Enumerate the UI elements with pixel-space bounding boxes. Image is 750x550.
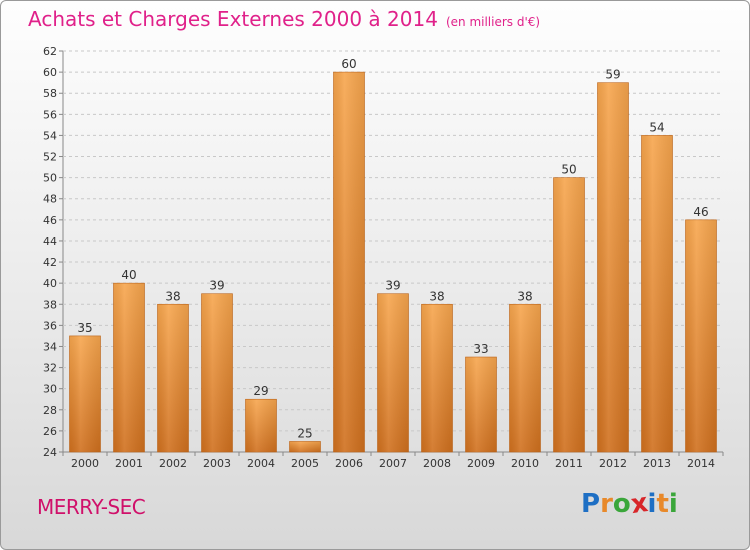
logo-letter: i (647, 489, 657, 519)
logo-letter: o (612, 489, 631, 519)
logo-letter: r (600, 489, 613, 519)
y-tick-label: 44 (43, 235, 57, 248)
x-tick-label: 2013 (643, 457, 671, 470)
y-tick-label: 48 (43, 193, 57, 206)
city-name: MERRY-SEC (37, 495, 146, 519)
data-label: 38 (517, 289, 532, 303)
axis-layer: 24 26 28 30 32 34 36 38 40 42 44 46 48 50 52 54 56 58 60 62… (43, 45, 715, 470)
bar-sheen (553, 177, 585, 452)
bar-sheen (245, 399, 277, 452)
y-tick-label: 32 (43, 362, 57, 375)
logo-letter: P (581, 489, 601, 519)
x-tick-label: 2000 (71, 457, 99, 470)
x-tick-label: 2009 (467, 457, 495, 470)
bar-sheen (157, 304, 189, 452)
x-tick-label: 2006 (335, 457, 363, 470)
y-tick-label: 34 (43, 340, 57, 353)
data-label: 50 (561, 163, 576, 177)
x-tick-label: 2007 (379, 457, 407, 470)
y-tick-label: 36 (43, 319, 57, 332)
y-tick-label: 60 (43, 66, 57, 79)
data-label: 60 (341, 57, 356, 71)
x-tick-label: 2003 (203, 457, 231, 470)
x-tick-label: 2010 (511, 457, 539, 470)
y-tick-label: 50 (43, 172, 57, 185)
bar-sheen (685, 219, 717, 452)
data-label: 38 (429, 289, 444, 303)
bar-sheen (201, 293, 233, 452)
x-tick-label: 2001 (115, 457, 143, 470)
data-label: 33 (473, 342, 488, 356)
x-tick-label: 2012 (599, 457, 627, 470)
y-tick-label: 42 (43, 256, 57, 269)
y-tick-label: 26 (43, 425, 57, 438)
bar-sheen (377, 293, 409, 452)
bar-sheen (421, 304, 453, 452)
data-label: 39 (385, 279, 400, 293)
data-label: 40 (121, 268, 136, 282)
chart-title-text: Achats et Charges Externes 2000 à 2014 (28, 7, 438, 31)
chart-subtitle: (en milliers d'€) (445, 15, 541, 29)
y-tick-label: 30 (43, 383, 57, 396)
bar-sheen (69, 335, 101, 452)
y-tick-label: 40 (43, 277, 57, 290)
y-tick-label: 28 (43, 404, 57, 417)
y-tick-label: 24 (43, 446, 57, 459)
x-tick-label: 2011 (555, 457, 583, 470)
proxiti-logo: Proxiti (581, 487, 678, 521)
y-tick-label: 38 (43, 298, 57, 311)
logo-letter: t (656, 489, 669, 519)
y-tick-label: 58 (43, 87, 57, 100)
x-tick-label: 2014 (687, 457, 715, 470)
y-tick-label: 52 (43, 151, 57, 164)
data-label: 25 (297, 426, 312, 440)
x-tick-label: 2008 (423, 457, 451, 470)
x-tick-label: 2004 (247, 457, 275, 470)
data-label: 35 (77, 321, 92, 335)
data-label: 39 (209, 279, 224, 293)
logo-letter: x (628, 487, 650, 521)
bar-sheen (509, 304, 541, 452)
data-label: 59 (605, 68, 620, 82)
logo-letter: i (668, 489, 678, 519)
data-label: 54 (649, 120, 664, 134)
bar-sheen (465, 357, 497, 452)
y-tick-label: 62 (43, 45, 57, 58)
data-label: 29 (253, 384, 268, 398)
x-tick-label: 2002 (159, 457, 187, 470)
bar-sheen (597, 82, 629, 452)
data-label: 38 (165, 289, 180, 303)
bar-sheen (289, 441, 321, 452)
bars-layer (69, 71, 717, 453)
bar-sheen (113, 283, 145, 452)
y-tick-label: 56 (43, 108, 57, 121)
x-tick-label: 2005 (291, 457, 319, 470)
y-tick-label: 46 (43, 214, 57, 227)
y-tick-label: 54 (43, 129, 57, 142)
bar-sheen (333, 72, 365, 453)
data-label: 46 (693, 205, 708, 219)
bar-sheen (641, 135, 673, 452)
chart-title: Achats et Charges Externes 2000 à 2014 (e… (28, 7, 540, 31)
